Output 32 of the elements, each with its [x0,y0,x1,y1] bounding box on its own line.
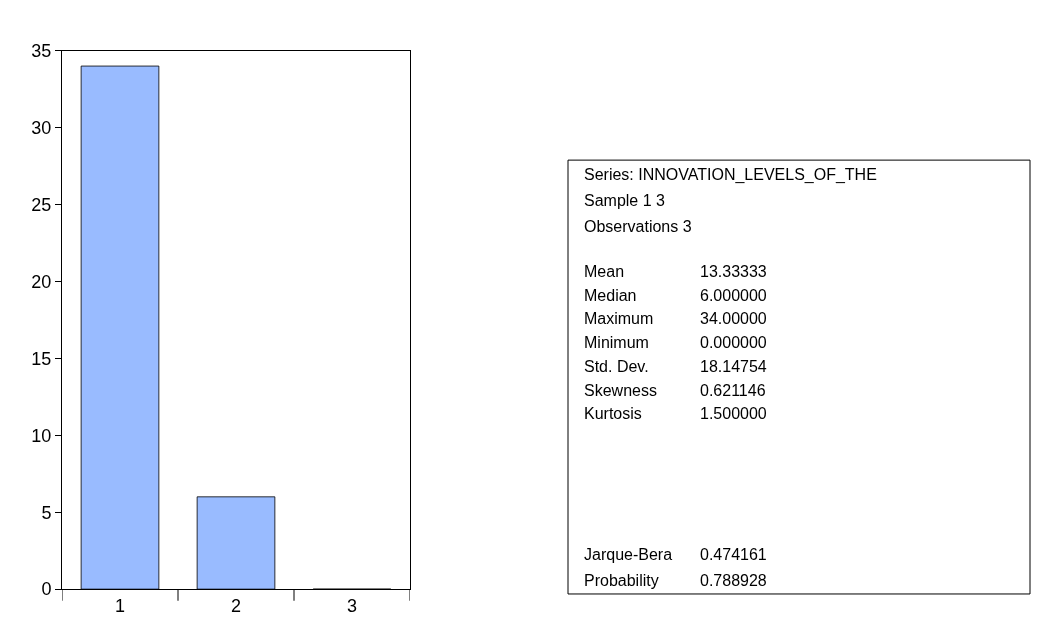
text: Series: INNOVATION_LEVELS_OF_THE [584,166,877,184]
text: Probability [584,572,659,589]
text: 0.474161 [700,546,767,563]
text: 0.000000 [700,334,767,351]
text: 0.621146 [700,382,766,399]
y-tick-label: 0 [41,579,52,600]
text: Mean [584,263,625,280]
text: Skewness [584,382,657,399]
y-tick-label: 35 [31,40,52,61]
text: 18.14754 [700,358,767,375]
text: Jarque-Bera [584,546,673,563]
y-tick-label: 20 [31,271,52,292]
text: Kurtosis [584,405,642,422]
y-tick-label: 10 [31,425,52,446]
text: 6.000000 [700,287,767,304]
y-tick-label: 30 [31,117,52,138]
text: Minimum [584,334,649,351]
text: 0.788928 [700,572,767,589]
y-tick-label: 15 [31,348,52,369]
text: Median [584,287,637,304]
text: Maximum [584,310,654,327]
text: Observations 3 [584,218,692,235]
y-tick-label: 25 [31,194,52,215]
text: 1.500000 [700,405,767,422]
text: Std. Dev. [584,358,649,375]
text: 34.00000 [700,310,767,327]
y-tick-label: 5 [41,502,52,523]
text: Sample 1 3 [584,192,666,209]
text: 13.33333 [700,263,767,280]
x-tick-label: 3 [346,595,358,616]
x-tick-label: 1 [114,595,126,616]
x-tick-label: 2 [230,595,242,616]
